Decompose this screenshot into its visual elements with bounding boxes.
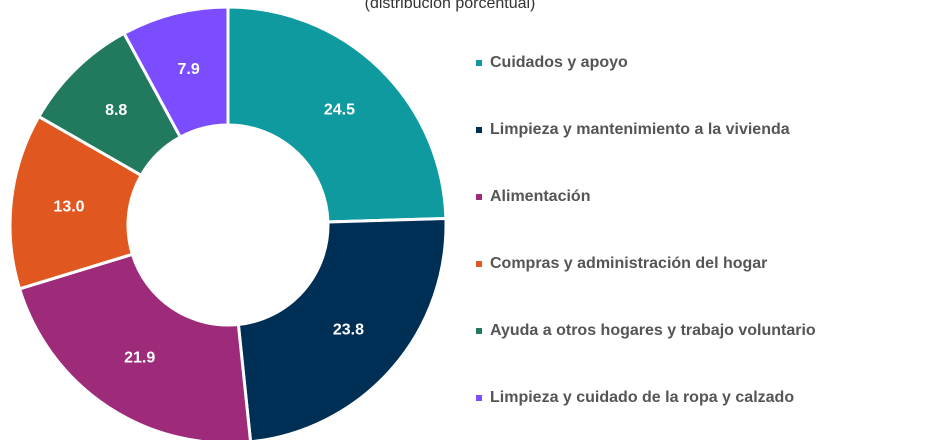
legend-marker <box>476 328 482 334</box>
legend-label: Cuidados y apoyo <box>490 54 628 71</box>
donut-slice <box>17 252 252 440</box>
legend-label: Alimentación <box>490 188 590 205</box>
data-label: 13.0 <box>53 198 84 215</box>
legend-marker <box>476 261 482 267</box>
legend-marker <box>476 194 482 200</box>
data-label: 8.8 <box>105 102 127 119</box>
donut-slice <box>226 5 448 224</box>
chart-subtitle: (distribución porcentual) <box>365 0 536 12</box>
data-label: 23.8 <box>333 322 364 339</box>
legend-label: Limpieza y cuidado de la ropa y calzado <box>490 389 794 406</box>
legend-label: Limpieza y mantenimiento a la vivienda <box>490 121 790 138</box>
legend-label: Compras y administración del hogar <box>490 255 767 272</box>
data-label: 24.5 <box>324 101 355 118</box>
data-label: 21.9 <box>124 350 155 367</box>
legend-label: Ayuda a otros hogares y trabajo voluntar… <box>490 322 816 339</box>
legend-marker <box>476 60 482 66</box>
data-label: 7.9 <box>178 61 200 78</box>
donut-slice <box>122 5 230 140</box>
legend-marker <box>476 127 482 133</box>
donut-slice <box>8 114 144 291</box>
legend-marker <box>476 395 482 401</box>
donut-slice <box>236 216 448 440</box>
